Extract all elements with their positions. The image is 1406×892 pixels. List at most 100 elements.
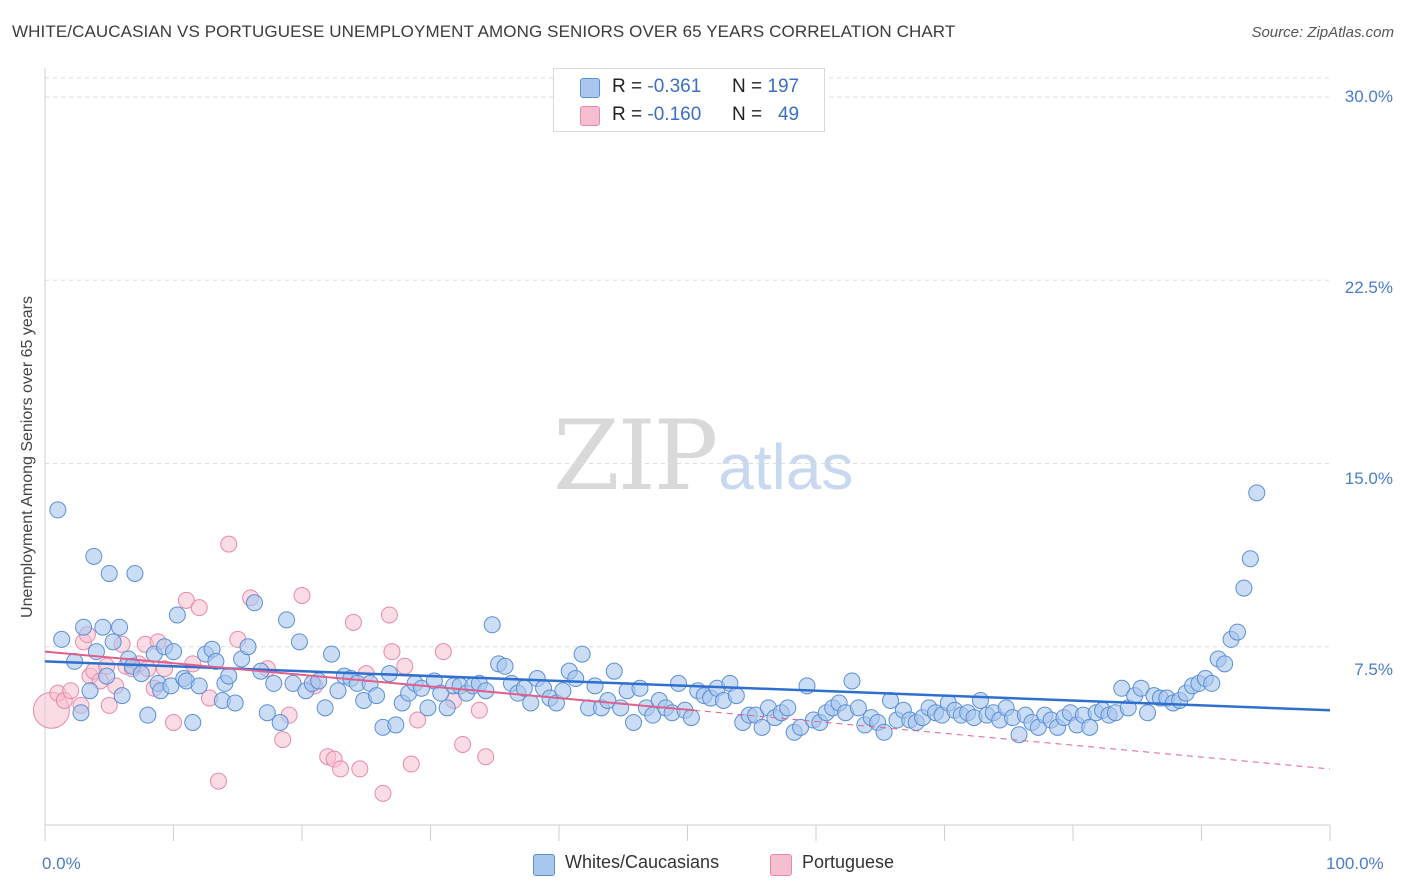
white-point bbox=[1235, 579, 1253, 597]
white-point bbox=[1010, 726, 1028, 744]
white-point bbox=[94, 618, 112, 636]
legend-r-label: R = bbox=[612, 76, 643, 97]
white-point bbox=[162, 677, 180, 695]
legend-r: R = -0.361 bbox=[612, 76, 701, 98]
portuguese-point bbox=[477, 748, 495, 766]
bottom-legend-portuguese: Portuguese bbox=[770, 852, 895, 876]
legend-swatch-portuguese bbox=[580, 106, 600, 126]
chart-title: WHITE/CAUCASIAN VS PORTUGUESE UNEMPLOYME… bbox=[12, 22, 956, 41]
portuguese-point bbox=[383, 643, 401, 661]
watermark-atlas: atlas bbox=[718, 431, 854, 503]
portuguese-point bbox=[380, 606, 398, 624]
white-point bbox=[81, 682, 99, 700]
white-point bbox=[53, 630, 71, 648]
white-point bbox=[727, 687, 745, 705]
portuguese-point bbox=[409, 711, 427, 729]
white-point bbox=[1203, 674, 1221, 692]
white-point bbox=[849, 699, 867, 717]
legend-n-value: 49 bbox=[777, 104, 800, 125]
white-point bbox=[85, 547, 103, 565]
white-point bbox=[682, 709, 700, 727]
white-point bbox=[1081, 718, 1099, 736]
white-point bbox=[98, 667, 116, 685]
white-point bbox=[779, 699, 797, 717]
white-point bbox=[1248, 484, 1266, 502]
portuguese-point bbox=[344, 613, 362, 631]
portuguese-trend-extension bbox=[693, 709, 1331, 770]
white-point bbox=[843, 672, 861, 690]
white-point bbox=[278, 611, 296, 629]
legend-r-value: -0.160 bbox=[647, 104, 702, 125]
bottom-legend-white-label: Whites/Caucasians bbox=[565, 852, 720, 872]
white-point bbox=[670, 674, 688, 692]
white-point bbox=[165, 643, 182, 661]
white-point bbox=[496, 657, 514, 675]
bottom-swatch-portuguese bbox=[770, 854, 792, 876]
white-point bbox=[554, 682, 572, 700]
white-point bbox=[438, 699, 456, 717]
y-tick-label: 22.5% bbox=[1344, 278, 1393, 297]
white-point bbox=[971, 692, 989, 710]
white-point bbox=[239, 638, 257, 656]
portuguese-point bbox=[470, 701, 488, 719]
bottom-swatch-white bbox=[533, 854, 555, 876]
portuguese-point bbox=[165, 713, 182, 731]
legend-n: N = 49 bbox=[732, 104, 799, 126]
white-point bbox=[316, 699, 334, 717]
y-tick-label: 15.0% bbox=[1344, 469, 1393, 488]
legend-r-value: -0.361 bbox=[647, 76, 702, 97]
portuguese-point bbox=[293, 586, 311, 604]
portuguese-point bbox=[220, 535, 238, 553]
watermark-zip: ZIP bbox=[553, 400, 718, 512]
portuguese-point bbox=[402, 755, 420, 773]
portuguese-point bbox=[396, 657, 414, 675]
white-point bbox=[413, 679, 431, 697]
white-point bbox=[522, 694, 540, 712]
white-point bbox=[126, 564, 144, 582]
legend-n-label: N = bbox=[732, 104, 763, 125]
legend-swatch-white bbox=[580, 78, 600, 98]
white-point bbox=[419, 699, 437, 717]
portuguese-point bbox=[62, 682, 80, 700]
white-point bbox=[567, 670, 585, 688]
x-tick-label: 0.0% bbox=[42, 854, 81, 873]
white-point bbox=[483, 616, 501, 634]
source-label: Source: ZipAtlas.com bbox=[1251, 24, 1394, 41]
white-point bbox=[368, 687, 386, 705]
watermark: ZIPatlas bbox=[553, 400, 853, 512]
white-point bbox=[113, 687, 131, 705]
portuguese-point bbox=[100, 696, 118, 714]
white-point bbox=[1139, 704, 1157, 722]
legend-r-label: R = bbox=[612, 104, 643, 125]
correlation-legend: R = -0.361 N = 197 R = -0.160 N = 49 bbox=[553, 68, 825, 132]
bottom-legend-portuguese-label: Portuguese bbox=[802, 852, 895, 872]
portuguese-point bbox=[190, 599, 208, 617]
legend-n-label: N = bbox=[732, 76, 763, 97]
portuguese-point bbox=[209, 772, 227, 790]
white-point bbox=[1228, 623, 1246, 641]
portuguese-point bbox=[434, 643, 452, 661]
white-point bbox=[207, 652, 225, 670]
white-point bbox=[184, 713, 202, 731]
legend-row-white: R = -0.361 N = 197 bbox=[554, 73, 824, 101]
white-point bbox=[1113, 679, 1131, 697]
white-point bbox=[605, 662, 623, 680]
white-point bbox=[284, 674, 302, 692]
white-point bbox=[1132, 679, 1150, 697]
white-point bbox=[132, 665, 150, 683]
white-point bbox=[49, 501, 67, 519]
portuguese-point bbox=[177, 591, 195, 609]
white-point bbox=[573, 645, 591, 663]
white-point bbox=[387, 716, 405, 734]
white-point bbox=[258, 704, 276, 722]
white-point bbox=[100, 564, 118, 582]
legend-n: N = 197 bbox=[732, 76, 799, 98]
legend-r: R = -0.160 bbox=[612, 104, 701, 126]
white-point bbox=[168, 606, 186, 624]
white-point bbox=[245, 594, 263, 612]
y-tick-label: 30.0% bbox=[1344, 87, 1393, 106]
white-point bbox=[220, 667, 238, 685]
white-point bbox=[111, 618, 129, 636]
white-point bbox=[432, 684, 450, 702]
